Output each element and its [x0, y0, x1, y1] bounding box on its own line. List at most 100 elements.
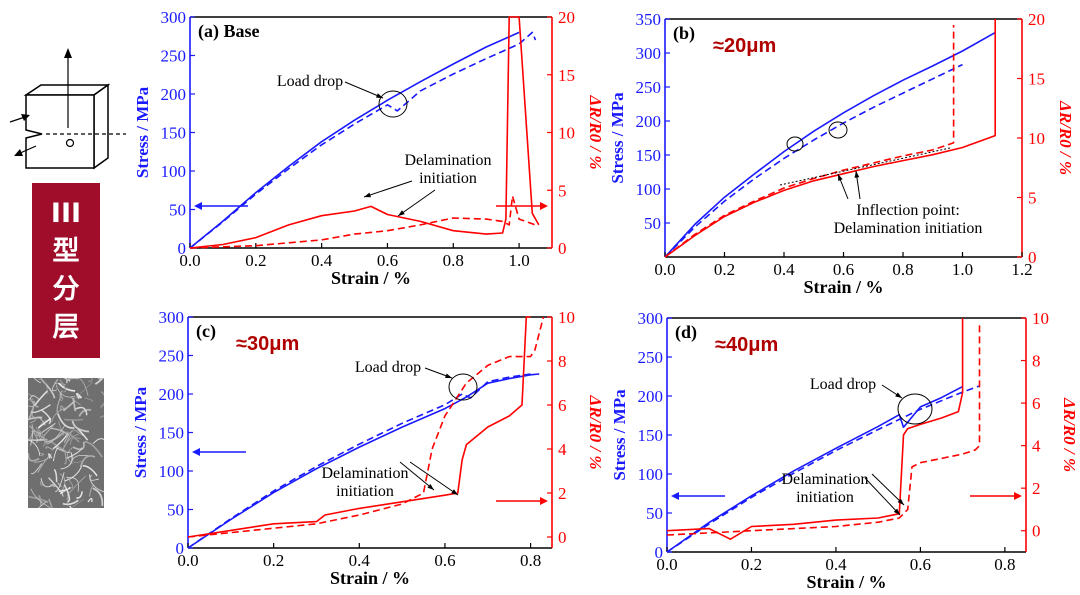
x-tick-label: 0.4: [349, 551, 371, 570]
left-y-tick-label: 250: [159, 347, 185, 366]
right-y-tick-label: 8: [1032, 352, 1041, 371]
left-y-tick-label: 50: [169, 201, 186, 220]
x-tick-label: 0.6: [833, 260, 854, 279]
right-y-tick-label: 4: [1032, 437, 1041, 456]
x-tick-label: 0.6: [910, 555, 931, 574]
thickness-tag: ≈20μm: [713, 35, 776, 57]
delamination-arrow-2: [871, 473, 905, 506]
inflection-arrow-2-head: [854, 171, 860, 178]
delamination-arrow-1-head: [427, 483, 434, 490]
mode-label-char-3: 分: [52, 273, 80, 305]
panel-title: (b): [673, 23, 695, 44]
left-axis-arrowhead: [194, 202, 202, 210]
x-tick-label: 0.0: [654, 260, 675, 279]
left-y-tick-label: 300: [161, 8, 187, 27]
stress-series-solid: [666, 385, 963, 553]
left-y-axis-title: Stress / MPa: [608, 92, 627, 184]
sem-fiber-image: [28, 378, 104, 508]
x-tick-label: 0.2: [263, 551, 284, 570]
right-y-tick-label: 20: [558, 8, 575, 27]
right-y-axis-title: ΔR/R0 / %: [1056, 100, 1075, 175]
x-tick-label: 0.0: [179, 251, 200, 270]
right-y-tick-label: 10: [1028, 129, 1045, 148]
mode-label-char-4: 层: [52, 311, 80, 343]
inflection-annotation: Delamination initiation: [834, 220, 983, 237]
x-tick-label: 0.4: [773, 260, 795, 279]
delamination-arrow-2: [397, 189, 436, 217]
right-y-axis-title: ΔR/R0 / %: [586, 95, 605, 170]
left-y-tick-label: 100: [636, 180, 662, 199]
right-y-tick-label: 15: [1028, 70, 1045, 89]
delamination-arrow-2-head: [897, 498, 904, 505]
mode-label-char-2: 型: [52, 235, 80, 267]
left-y-tick-label: 250: [636, 78, 662, 97]
chart-panel-d: 0.0 0.2 0.4 0.6 0.8 0 50 100 150 200 250 300 0 2 4 6 8 10…: [610, 309, 1079, 592]
x-tick-label: 1.0: [952, 260, 973, 279]
load-drop-arrow-head: [445, 373, 452, 378]
load-drop-circle-1: [786, 136, 804, 152]
chart-panel-a: 0.0 0.2 0.4 0.6 0.8 1.0 0 50 100 150 200 250 300 0 5 10…: [133, 8, 605, 288]
load-drop-arrow-head: [895, 392, 902, 398]
thickness-tag: ≈40μm: [715, 334, 778, 356]
x-tick-label: 0.2: [245, 251, 266, 270]
x-tick-label: 0.8: [443, 251, 464, 270]
left-y-tick-label: 50: [167, 501, 184, 520]
right-axis-arrowhead: [540, 202, 548, 210]
left-y-tick-label: 200: [638, 387, 664, 406]
left-y-tick-label: 300: [638, 309, 664, 328]
delamination-arrow-1-head: [893, 508, 900, 515]
right-y-tick-label: 15: [558, 66, 575, 85]
stress-series-dashed: [187, 373, 531, 549]
load-drop-circle: [897, 393, 933, 425]
panel-title: (c): [196, 321, 216, 342]
x-tick-label: 1.2: [1011, 260, 1032, 279]
right-y-tick-label: 10: [558, 124, 575, 143]
left-y-tick-label: 50: [644, 214, 661, 233]
right-y-tick-label: 10: [1032, 309, 1049, 328]
delamination-arrow-1-head: [364, 192, 371, 198]
load-drop-annotation: Load drop: [277, 73, 343, 90]
stress-series-dashed: [664, 63, 963, 258]
load-drop-arrow: [344, 81, 384, 99]
right-y-tick-label: 2: [1032, 479, 1041, 498]
resistance-series-dashed: [187, 316, 545, 538]
stress-series-solid: [664, 31, 996, 258]
left-y-tick-label: 150: [636, 146, 662, 165]
left-y-tick-label: 50: [646, 504, 663, 523]
x-tick-label: 0.8: [520, 551, 541, 570]
left-y-axis-title: Stress / MPa: [610, 389, 629, 481]
resistance-series-solid: [187, 316, 531, 538]
x-tick-label: 0.0: [177, 551, 198, 570]
x-tick-label: 0.6: [377, 251, 398, 270]
right-y-tick-label: 5: [558, 181, 567, 200]
right-axis-arrowhead: [1014, 492, 1022, 500]
delamination-annotation: initiation: [419, 170, 477, 187]
left-y-tick-label: 200: [636, 112, 662, 131]
left-y-axis-title: Stress / MPa: [133, 86, 152, 178]
mode-label-char-1: III: [50, 197, 82, 229]
mode-label-box: III 型 分 层: [32, 183, 100, 358]
right-y-axis-title: ΔR/R0 / %: [586, 395, 605, 470]
delamination-arrow-1: [864, 477, 901, 516]
load-drop-circle: [448, 373, 478, 401]
x-axis-title: Strain / %: [330, 568, 410, 588]
left-y-tick-label: 0: [176, 539, 185, 558]
resistance-series-dashed: [666, 322, 981, 536]
right-y-tick-label: 6: [1032, 394, 1041, 413]
right-y-tick-label: 5: [1028, 189, 1037, 208]
resistance-series-dashed: [189, 195, 536, 249]
load-drop-annotation: Load drop: [810, 376, 876, 393]
inflection-arrow-1-head: [838, 174, 843, 181]
load-drop-circle-2: [828, 121, 848, 139]
left-y-tick-label: 0: [655, 543, 664, 562]
right-y-tick-label: 0: [1032, 522, 1041, 541]
left-y-tick-label: 100: [161, 162, 187, 181]
delamination-arrow-2-head: [398, 210, 405, 216]
left-y-tick-label: 200: [161, 85, 187, 104]
left-y-tick-label: 150: [161, 124, 187, 143]
x-tick-label: 0.0: [656, 555, 677, 574]
thickness-tag: ≈30μm: [236, 333, 299, 355]
right-y-tick-label: 4: [558, 440, 567, 459]
